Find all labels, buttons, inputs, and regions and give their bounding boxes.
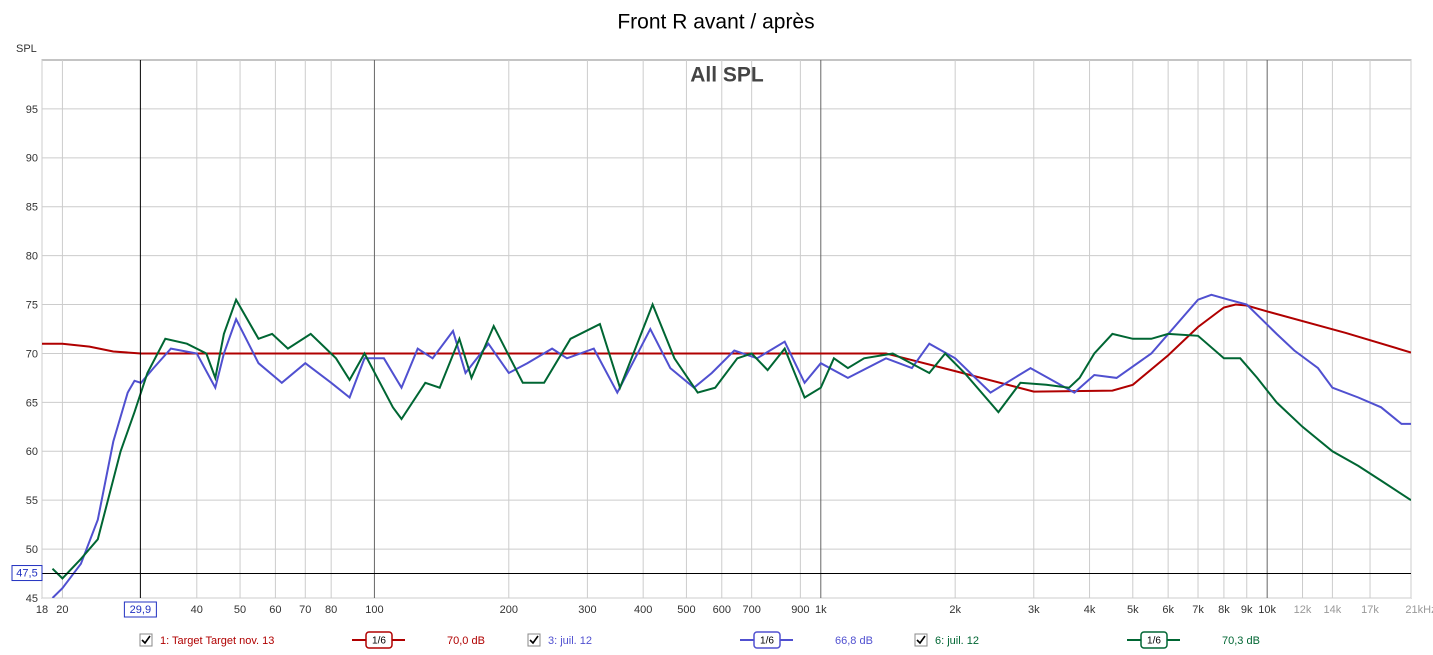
annotation: All SPL bbox=[690, 64, 764, 87]
y-axis-label: SPL bbox=[16, 43, 37, 55]
series-line bbox=[51, 297, 1411, 580]
x-tick-label: 2k bbox=[949, 604, 961, 616]
y-tick-label: 95 bbox=[26, 104, 38, 116]
legend-level: 70,0 dB bbox=[447, 635, 485, 647]
x-tick-label: 500 bbox=[677, 604, 695, 616]
legend-smoothing-box[interactable] bbox=[365, 631, 393, 649]
legend-name: 3: juil. 12 bbox=[548, 635, 592, 647]
legend-checkbox[interactable] bbox=[914, 633, 928, 647]
legend-smoothing-box[interactable] bbox=[1140, 631, 1168, 649]
legend-checkbox[interactable] bbox=[527, 633, 541, 647]
x-tick-label: 14k bbox=[1324, 604, 1342, 616]
y-tick-label: 55 bbox=[26, 495, 38, 507]
plot-area bbox=[41, 59, 1412, 599]
legend-checkbox[interactable] bbox=[139, 633, 153, 647]
x-tick-label: 6k bbox=[1162, 604, 1174, 616]
x-tick-label: 1k bbox=[815, 604, 827, 616]
x-tick-label: 21kHz bbox=[1405, 604, 1433, 616]
cursor-x-label: 29,9 bbox=[130, 604, 151, 616]
y-tick-label: 65 bbox=[26, 397, 38, 409]
series-line bbox=[51, 293, 1411, 598]
series-line bbox=[42, 303, 1411, 393]
legend-check bbox=[141, 635, 151, 645]
legend-smoothing: 1/6 bbox=[1147, 636, 1161, 647]
cursor-y-label: 47,5 bbox=[16, 567, 37, 579]
x-tick-label: 8k bbox=[1218, 604, 1230, 616]
cursor-y-box bbox=[11, 565, 43, 582]
y-tick-label: 60 bbox=[26, 446, 38, 458]
x-tick-label: 20 bbox=[56, 604, 68, 616]
x-tick-label: 700 bbox=[742, 604, 760, 616]
x-tick-label: 70 bbox=[299, 604, 311, 616]
x-tick-label: 18 bbox=[36, 604, 48, 616]
x-tick-label: 7k bbox=[1192, 604, 1204, 616]
legend-entry: 6: juil. 12 1/6 70,3 dB bbox=[914, 631, 1260, 649]
x-tick-label: 200 bbox=[500, 604, 518, 616]
legend-name: 1: Target Target nov. 13 bbox=[160, 635, 274, 647]
cursor-x-box bbox=[123, 601, 157, 618]
chart-title: Front R avant / après bbox=[617, 11, 814, 34]
x-tick-label: 900 bbox=[791, 604, 809, 616]
legend-name: 6: juil. 12 bbox=[935, 635, 979, 647]
y-tick-label: 45 bbox=[26, 593, 38, 605]
x-tick-label: 600 bbox=[713, 604, 731, 616]
x-tick-label: 4k bbox=[1084, 604, 1096, 616]
x-tick-label: 60 bbox=[269, 604, 281, 616]
legend-smoothing: 1/6 bbox=[760, 636, 774, 647]
x-tick-label: 3k bbox=[1028, 604, 1040, 616]
legend-entry: 3: juil. 12 1/6 66,8 dB bbox=[527, 631, 873, 649]
y-tick-label: 90 bbox=[26, 153, 38, 165]
legend-smoothing-box[interactable] bbox=[753, 631, 781, 649]
overlay: 45 50 55 60 65 70 75 80 85 90 95 18 20 40 50 60 70 80 100 2… bbox=[11, 60, 1433, 618]
x-tick-label: 100 bbox=[365, 604, 383, 616]
x-tick-label: 9k bbox=[1241, 604, 1253, 616]
legend-entry: 1: Target Target nov. 13 1/6 70,0 dB bbox=[139, 631, 485, 649]
lines bbox=[42, 293, 1411, 598]
legend-check bbox=[916, 635, 926, 645]
legend-smoothing: 1/6 bbox=[372, 636, 386, 647]
x-tick-label: 80 bbox=[325, 604, 337, 616]
x-tick-label: 5k bbox=[1127, 604, 1139, 616]
x-tick-label: 400 bbox=[634, 604, 652, 616]
y-tick-label: 85 bbox=[26, 202, 38, 214]
y-tick-label: 50 bbox=[26, 544, 38, 556]
x-tick-label: 10k bbox=[1258, 604, 1276, 616]
x-tick-label: 17k bbox=[1361, 604, 1379, 616]
y-tick-label: 80 bbox=[26, 251, 38, 263]
x-tick-label: 12k bbox=[1294, 604, 1312, 616]
y-tick-label: 70 bbox=[26, 348, 38, 360]
legend-level: 70,3 dB bbox=[1222, 635, 1260, 647]
x-tick-label: 50 bbox=[234, 604, 246, 616]
x-tick-label: 300 bbox=[578, 604, 596, 616]
x-tick-label: 40 bbox=[191, 604, 203, 616]
y-tick-label: 75 bbox=[26, 299, 38, 311]
legend-level: 66,8 dB bbox=[835, 635, 873, 647]
legend-check bbox=[529, 635, 539, 645]
